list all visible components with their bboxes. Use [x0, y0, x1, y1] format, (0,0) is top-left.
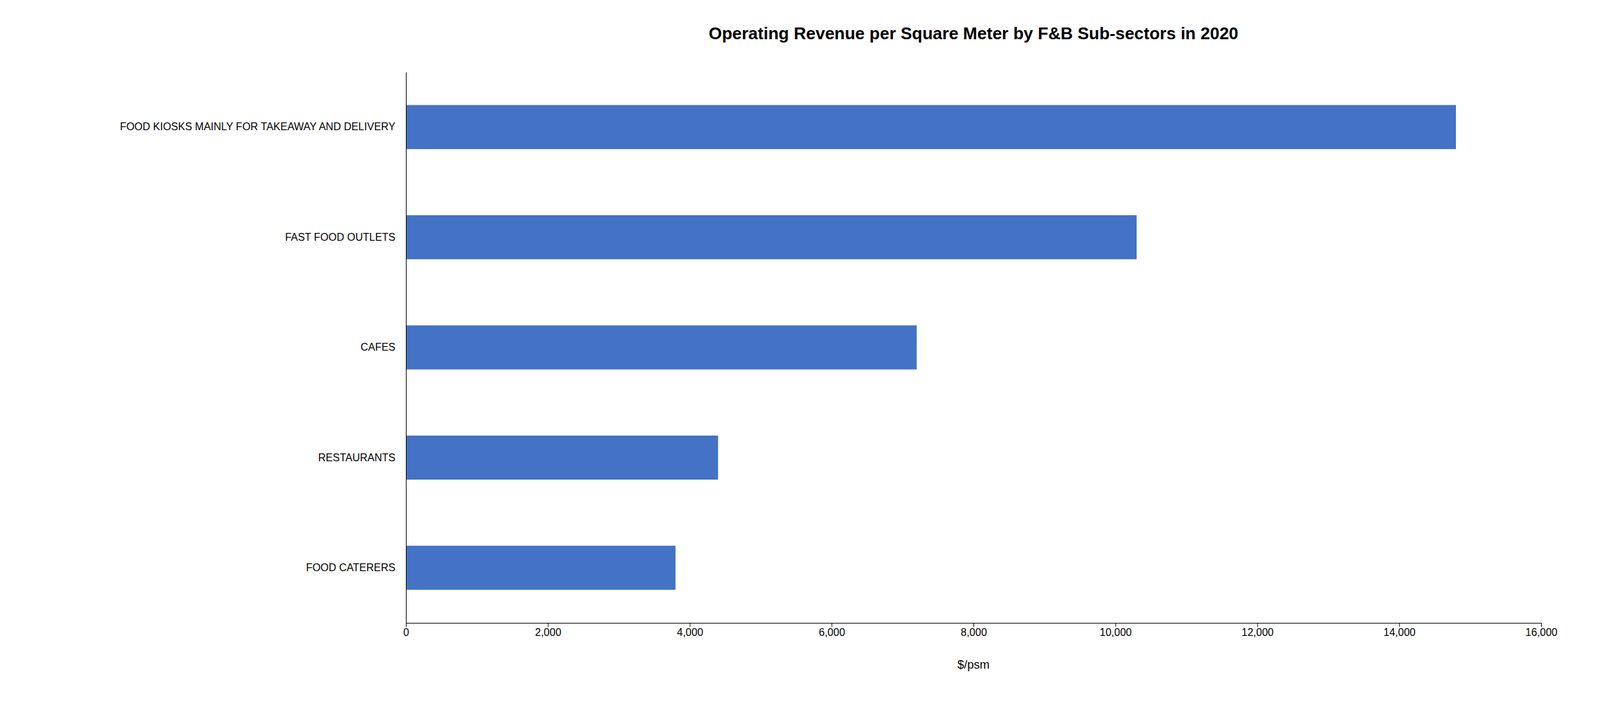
x-tick-label: 6,000	[818, 627, 846, 639]
x-tick-label: 8,000	[960, 627, 987, 639]
chart: 0 2,000 4,000 6,000 8,000 10,000 12,000 14,000 1…	[0, 0, 1600, 721]
x-tick-mark	[1257, 623, 1259, 628]
x-tick: 16,000	[1525, 623, 1558, 639]
x-tick-label: 10,000	[1099, 627, 1132, 639]
x-tick: 14,000	[1383, 623, 1416, 639]
y-tick-label: RESTAURANTS	[318, 452, 396, 464]
x-tick-label: 14,000	[1383, 627, 1416, 639]
y-tick-label: FOOD CATERERS	[305, 562, 396, 574]
bar	[405, 436, 719, 480]
x-tick: 8,000	[960, 623, 987, 639]
x-tick-label: 4,000	[676, 627, 704, 639]
x-tick-mark	[1541, 623, 1542, 628]
x-axis: 0 2,000 4,000 6,000 8,000 10,000 12,000 14,000 1…	[403, 623, 1558, 639]
title: Operating Revenue per Square Meter by F&…	[708, 23, 1238, 44]
x-tick: 6,000	[818, 623, 846, 639]
y-axis-line	[405, 72, 407, 624]
y-tick: FAST FOOD OUTLETS	[284, 231, 396, 243]
x-tick-label: 16,000	[1525, 627, 1558, 639]
y-tick: FOOD KIOSKS MAINLY FOR TAKEAWAY AND DELI…	[119, 121, 396, 133]
x-tick-label: 2,000	[534, 627, 562, 639]
y-tick: FOOD CATERERS	[305, 562, 396, 574]
y-tick-label: FAST FOOD OUTLETS	[284, 231, 396, 243]
bar	[405, 215, 1137, 260]
bars	[405, 105, 1456, 591]
x-tick-label: 12,000	[1241, 627, 1274, 639]
x-tick-mark	[1399, 623, 1400, 628]
x-tick-mark	[831, 623, 833, 628]
x-tick: 2,000	[534, 623, 562, 639]
y-tick-label: FOOD KIOSKS MAINLY FOR TAKEAWAY AND DELI…	[119, 121, 396, 133]
plot: 0 2,000 4,000 6,000 8,000 10,000 12,000 14,000 1…	[119, 72, 1558, 639]
bar	[405, 105, 1456, 150]
x-tick: 12,000	[1241, 623, 1274, 639]
x-tick-label: 0	[403, 627, 410, 639]
bar	[405, 545, 676, 590]
x-tick: 4,000	[676, 623, 704, 639]
y-tick: RESTAURANTS	[318, 452, 396, 464]
x-tick-mark	[973, 623, 975, 628]
x-tick: 10,000	[1099, 623, 1132, 639]
bar	[405, 325, 917, 370]
y-tick-label: CAFES	[360, 341, 396, 353]
x-tick-mark	[1115, 623, 1117, 628]
x-tick-mark	[405, 623, 407, 628]
x-tick: 0	[403, 623, 410, 639]
x-axis-label: $/psm	[957, 658, 990, 672]
x-tick-mark	[547, 623, 549, 628]
y-axis: FOOD CATERERS RESTAURANTS CAFES FAST FOOD O…	[119, 72, 406, 624]
y-tick: CAFES	[360, 341, 396, 353]
x-tick-mark	[690, 623, 691, 628]
